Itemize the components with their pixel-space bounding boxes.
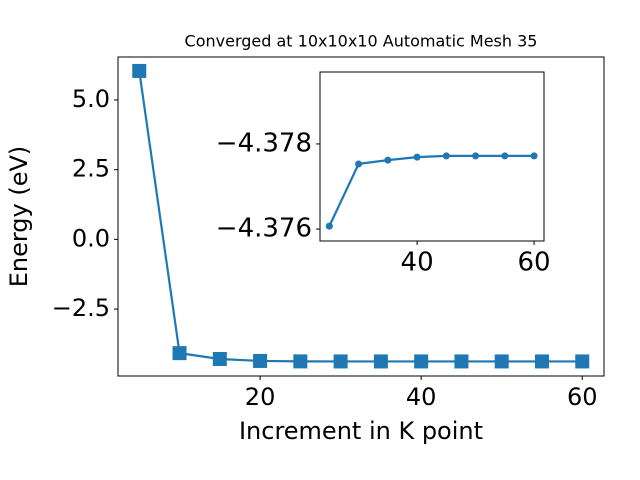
- x-tick-label: 60: [518, 248, 551, 278]
- marker: [472, 152, 480, 160]
- marker: [442, 152, 450, 160]
- x-tick-label: 40: [406, 383, 437, 411]
- chart-title: Converged at 10x10x10 Automatic Mesh 35: [185, 32, 538, 51]
- marker: [384, 156, 392, 164]
- y-tick-label: −2.5: [52, 294, 110, 322]
- series-line: [328, 154, 535, 227]
- marker: [413, 153, 421, 161]
- y-tick-label: 0.0: [72, 224, 110, 252]
- marker: [325, 222, 333, 230]
- y-tick-label: 5.0: [72, 85, 110, 113]
- x-tick-label: 60: [567, 383, 598, 411]
- marker: [253, 353, 268, 368]
- y-tick-label: 2.5: [72, 155, 110, 183]
- marker: [355, 160, 363, 168]
- marker: [575, 354, 590, 369]
- marker: [333, 354, 348, 369]
- marker: [494, 354, 509, 369]
- y-tick-label: −4.376: [216, 214, 312, 244]
- marker: [534, 354, 549, 369]
- marker: [172, 346, 187, 361]
- x-tick-label: 40: [401, 248, 434, 278]
- marker: [454, 354, 469, 369]
- x-axis-label: Increment in K point: [239, 417, 483, 445]
- marker: [132, 63, 147, 78]
- marker: [414, 354, 429, 369]
- marker: [373, 354, 388, 369]
- marker: [501, 152, 509, 160]
- marker: [212, 351, 227, 366]
- y-axis-label: Energy (eV): [5, 146, 33, 288]
- x-tick-label: 20: [245, 383, 276, 411]
- y-tick-label: −4.378: [216, 128, 312, 158]
- marker: [293, 354, 308, 369]
- marker: [530, 152, 538, 160]
